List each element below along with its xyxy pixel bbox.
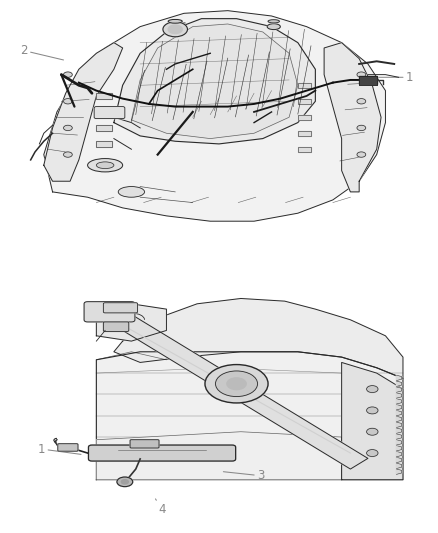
Ellipse shape: [96, 162, 114, 168]
Bar: [298, 131, 311, 136]
Bar: [96, 109, 112, 115]
Bar: [96, 109, 112, 115]
Polygon shape: [396, 463, 402, 469]
Ellipse shape: [268, 20, 279, 23]
Polygon shape: [396, 428, 402, 433]
Circle shape: [168, 25, 182, 34]
Circle shape: [163, 22, 187, 37]
Polygon shape: [396, 387, 402, 392]
Polygon shape: [96, 352, 403, 480]
Circle shape: [357, 99, 366, 104]
Ellipse shape: [267, 23, 280, 29]
Ellipse shape: [118, 187, 145, 197]
FancyBboxPatch shape: [103, 322, 129, 332]
Polygon shape: [396, 451, 402, 457]
Circle shape: [357, 152, 366, 157]
Polygon shape: [396, 434, 402, 439]
Bar: [298, 99, 311, 104]
Circle shape: [205, 365, 268, 403]
Circle shape: [357, 72, 366, 77]
Circle shape: [367, 386, 378, 392]
Text: 1: 1: [38, 442, 81, 456]
Circle shape: [117, 477, 133, 487]
Text: 2: 2: [152, 102, 160, 120]
Bar: [298, 83, 311, 88]
Ellipse shape: [88, 159, 123, 172]
Polygon shape: [114, 19, 315, 144]
Circle shape: [357, 125, 366, 131]
FancyBboxPatch shape: [103, 303, 138, 313]
Bar: [298, 83, 311, 88]
Bar: [298, 99, 311, 104]
Polygon shape: [44, 43, 123, 181]
FancyBboxPatch shape: [88, 445, 236, 461]
Bar: [298, 147, 311, 152]
Polygon shape: [396, 399, 402, 404]
Polygon shape: [396, 410, 402, 416]
Circle shape: [227, 378, 246, 390]
Polygon shape: [396, 375, 402, 381]
Bar: [298, 115, 311, 120]
Polygon shape: [396, 416, 402, 422]
Polygon shape: [44, 11, 385, 221]
Polygon shape: [396, 381, 402, 386]
Polygon shape: [396, 405, 402, 410]
Polygon shape: [114, 298, 403, 378]
FancyBboxPatch shape: [130, 440, 159, 448]
Polygon shape: [396, 440, 402, 445]
Circle shape: [64, 72, 72, 77]
FancyBboxPatch shape: [58, 443, 78, 451]
Bar: [298, 131, 311, 136]
Bar: [96, 141, 112, 147]
Bar: [298, 115, 311, 120]
Polygon shape: [131, 24, 298, 139]
Bar: [96, 141, 112, 147]
Polygon shape: [359, 76, 377, 84]
Circle shape: [64, 99, 72, 104]
Text: 1: 1: [379, 71, 413, 84]
Text: 4: 4: [155, 499, 166, 516]
Polygon shape: [342, 362, 403, 480]
Polygon shape: [96, 304, 166, 341]
Text: 3: 3: [223, 469, 264, 482]
Polygon shape: [396, 457, 402, 463]
Text: 2: 2: [20, 44, 64, 60]
Circle shape: [215, 371, 258, 397]
Bar: [96, 93, 112, 99]
Circle shape: [367, 407, 378, 414]
Polygon shape: [396, 446, 402, 451]
Polygon shape: [96, 432, 342, 480]
Polygon shape: [0, 266, 438, 533]
Circle shape: [121, 480, 128, 484]
Bar: [96, 125, 112, 131]
Polygon shape: [324, 43, 381, 192]
FancyBboxPatch shape: [94, 107, 125, 118]
Polygon shape: [396, 469, 402, 474]
Polygon shape: [105, 309, 368, 469]
Bar: [96, 125, 112, 131]
Polygon shape: [396, 422, 402, 427]
FancyBboxPatch shape: [84, 302, 135, 322]
Polygon shape: [396, 393, 402, 398]
Circle shape: [367, 450, 378, 456]
Circle shape: [64, 125, 72, 131]
Bar: [298, 147, 311, 152]
Text: 1: 1: [180, 21, 199, 47]
Bar: [96, 93, 112, 99]
Ellipse shape: [168, 19, 182, 23]
Circle shape: [64, 152, 72, 157]
Circle shape: [367, 429, 378, 435]
